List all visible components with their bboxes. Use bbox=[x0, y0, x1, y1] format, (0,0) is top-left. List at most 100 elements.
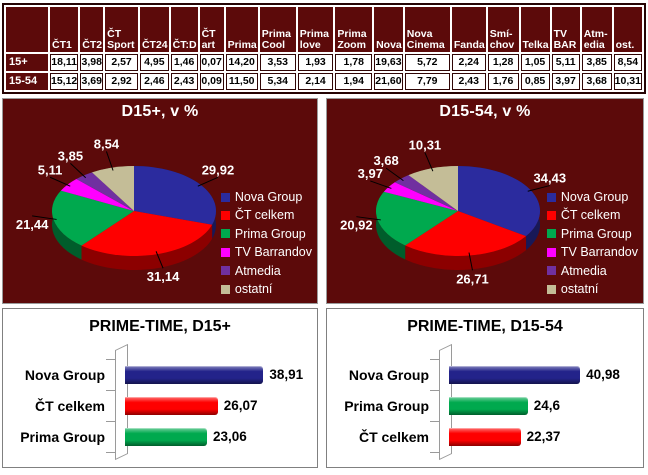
pie-slice-side bbox=[52, 190, 82, 260]
axis-tick bbox=[430, 421, 439, 422]
value-label: 22,37 bbox=[526, 429, 561, 444]
pie-slice-side bbox=[81, 224, 213, 270]
label-leader-line bbox=[49, 176, 71, 187]
legend-label: Atmedia bbox=[560, 263, 607, 278]
share-cell: 1,76 bbox=[487, 73, 519, 91]
legend-label: Prima Group bbox=[234, 226, 306, 241]
bar bbox=[125, 365, 264, 384]
axis-tick bbox=[106, 359, 115, 360]
pie-slice bbox=[81, 211, 213, 256]
legend-swatch bbox=[546, 247, 556, 257]
bar-row: Prima Group 24,6 bbox=[327, 390, 637, 421]
legend-item: ČT celkem bbox=[546, 208, 638, 222]
share-cell: 0,09 bbox=[199, 73, 224, 91]
axis-tick bbox=[106, 452, 115, 453]
label-leader-line bbox=[155, 251, 164, 269]
legend-label: Prima Group bbox=[560, 226, 632, 241]
column-header: Smí-chov bbox=[487, 7, 519, 52]
category-label: Nova Group bbox=[24, 366, 105, 383]
share-cell: 2,24 bbox=[451, 54, 486, 72]
bar-track: 23,06 bbox=[121, 427, 311, 446]
data-label: 20,92 bbox=[340, 218, 373, 233]
share-cell: 7,79 bbox=[404, 73, 450, 91]
column-header: Prima Cool bbox=[259, 7, 296, 52]
label-leader-line bbox=[356, 216, 381, 221]
legend-swatch bbox=[546, 192, 556, 202]
label-leader-line bbox=[32, 215, 57, 220]
legend-item: TV Barrandov bbox=[546, 245, 638, 259]
bar-track: 24,6 bbox=[445, 396, 637, 415]
legend-item: Nova Group bbox=[546, 190, 638, 204]
share-cell: 3,98 bbox=[80, 54, 104, 72]
pie-slice bbox=[52, 190, 134, 246]
pie-slice bbox=[408, 166, 458, 211]
label-leader-line bbox=[70, 163, 87, 179]
share-cell: 21,60 bbox=[374, 73, 403, 91]
bar bbox=[449, 396, 528, 415]
bar-row: Nova Group 40,98 bbox=[327, 359, 637, 390]
share-cell: 0,07 bbox=[199, 54, 224, 72]
column-header: ČT2 bbox=[80, 7, 104, 52]
bar-track: 38,91 bbox=[121, 365, 311, 384]
pie-slice bbox=[458, 166, 540, 237]
legend-label: TV Barrandov bbox=[234, 245, 312, 260]
label-leader-line bbox=[385, 167, 404, 182]
bar-track: 22,37 bbox=[445, 427, 637, 446]
legend-swatch bbox=[220, 229, 230, 239]
bar-chart-panel-primetime-d15plus: PRIME-TIME, D15+ Nova Group 38,91 ČT celke… bbox=[2, 308, 318, 468]
chart-title: D15+, v % bbox=[121, 103, 199, 120]
column-header: TV BAR bbox=[551, 7, 580, 52]
chart-legend: Nova Group ČT celkem Prima Group TV Barrand… bbox=[220, 190, 312, 300]
share-cell: 1,46 bbox=[170, 54, 198, 72]
bar bbox=[449, 427, 521, 446]
category-label: Prima Group bbox=[344, 397, 429, 414]
column-header: ČT art bbox=[199, 7, 224, 52]
column-header: Nova bbox=[374, 7, 403, 52]
data-label: 34,43 bbox=[534, 171, 567, 186]
legend-item: ČT celkem bbox=[220, 208, 312, 222]
bar-row: Nova Group 38,91 bbox=[3, 359, 311, 390]
data-label: 10,31 bbox=[409, 138, 442, 153]
legend-swatch bbox=[220, 192, 230, 202]
legend-swatch bbox=[546, 211, 556, 221]
value-label: 23,06 bbox=[212, 429, 247, 444]
share-cell: 8,54 bbox=[613, 54, 642, 72]
category-label: Nova Group bbox=[348, 366, 429, 383]
share-cell: 1,28 bbox=[487, 54, 519, 72]
legend-label: Nova Group bbox=[234, 190, 303, 204]
share-cell: 3,97 bbox=[551, 73, 580, 91]
column-header: ost. bbox=[613, 7, 642, 52]
value-label: 24,6 bbox=[533, 398, 560, 413]
chart-title: D15-54, v % bbox=[439, 103, 531, 120]
legend-item: Atmedia bbox=[220, 264, 312, 278]
legend-swatch bbox=[220, 284, 230, 294]
share-cell: 2,14 bbox=[297, 73, 334, 91]
category-label: ČT celkem bbox=[358, 428, 429, 445]
table-corner-cell bbox=[6, 7, 48, 52]
bar bbox=[125, 396, 218, 415]
row-label: 15-54 bbox=[6, 73, 48, 91]
column-header: ČT24 bbox=[139, 7, 169, 52]
legend-swatch bbox=[546, 229, 556, 239]
share-cell: 3,85 bbox=[581, 54, 612, 72]
row-label: 15+ bbox=[6, 54, 48, 72]
pie-slice bbox=[134, 166, 216, 225]
bar-plot: Nova Group 40,98 Prima Group 24,6 ČT celkem 2… bbox=[327, 343, 637, 461]
legend-label: ostatní bbox=[234, 281, 273, 296]
pie-plot: 29,92 31,14 21,44 5,113,85 8,54 bbox=[16, 136, 234, 284]
legend-label: Nova Group bbox=[560, 190, 629, 204]
share-cell: 3,68 bbox=[581, 73, 612, 91]
share-cell: 15,12 bbox=[50, 73, 79, 91]
bar-row: Prima Group 23,06 bbox=[3, 421, 311, 452]
bar-track: 26,07 bbox=[121, 396, 311, 415]
pie-slice bbox=[76, 172, 134, 211]
bar-chart-panel-primetime-d15-54: PRIME-TIME, D15-54 Nova Group 40,98 Prima … bbox=[326, 308, 644, 468]
legend-swatch bbox=[546, 284, 556, 294]
legend-swatch bbox=[546, 266, 556, 276]
share-cell: 3,69 bbox=[80, 73, 104, 91]
data-label: 8,54 bbox=[94, 136, 120, 151]
data-label: 26,71 bbox=[456, 271, 489, 286]
column-header: Prima bbox=[225, 7, 258, 52]
chart-legend: Nova Group ČT celkem Prima Group TV Barrand… bbox=[546, 190, 638, 300]
